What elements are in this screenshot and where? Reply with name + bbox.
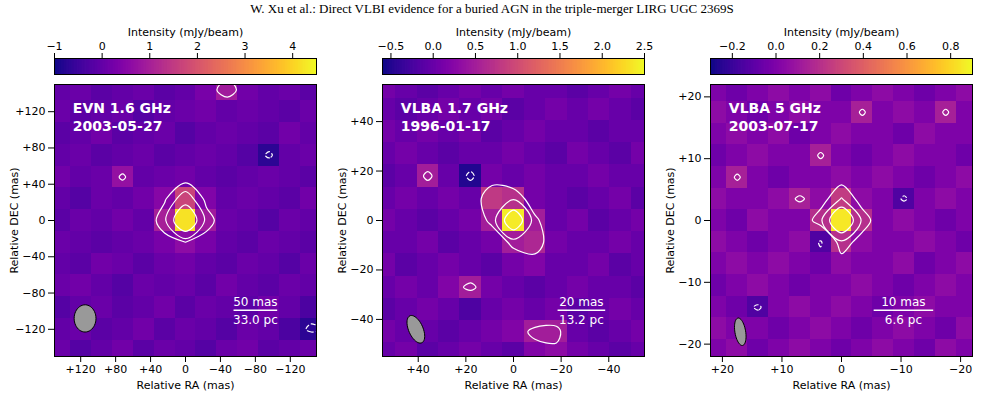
svg-text:0: 0 xyxy=(39,214,46,227)
svg-text:−20: −20 xyxy=(678,338,701,351)
svg-text:4: 4 xyxy=(289,40,296,53)
svg-text:0: 0 xyxy=(510,363,517,376)
svg-text:0.8: 0.8 xyxy=(942,40,960,53)
svg-text:2003-07-17: 2003-07-17 xyxy=(729,118,819,134)
svg-text:−40: −40 xyxy=(209,363,232,376)
svg-text:0.2: 0.2 xyxy=(811,40,829,53)
svg-text:+80: +80 xyxy=(22,141,45,154)
svg-text:2.0: 2.0 xyxy=(593,40,611,53)
svg-text:0: 0 xyxy=(838,363,845,376)
svg-text:−80: −80 xyxy=(22,287,45,300)
svg-text:−40: −40 xyxy=(597,363,620,376)
svg-text:Relative RA (mas): Relative RA (mas) xyxy=(137,379,235,392)
svg-text:50 mas: 50 mas xyxy=(233,295,277,309)
svg-text:+80: +80 xyxy=(104,363,127,376)
html-text:W. Xu et al.: Direct VLBI evid: W. Xu et al.: Direct VLBI evidence for a… xyxy=(250,1,734,16)
svg-text:−20: −20 xyxy=(949,363,972,376)
svg-text:2.5: 2.5 xyxy=(636,40,654,53)
svg-text:0.6: 0.6 xyxy=(898,40,916,53)
svg-text:0.5: 0.5 xyxy=(467,40,485,53)
svg-text:0: 0 xyxy=(182,363,189,376)
svg-text:Relative RA (mas): Relative RA (mas) xyxy=(793,379,891,392)
svg-text:−120: −120 xyxy=(275,363,305,376)
svg-text:+40: +40 xyxy=(407,363,430,376)
svg-text:0: 0 xyxy=(695,214,702,227)
svg-text:20 mas: 20 mas xyxy=(559,295,603,309)
svg-text:−40: −40 xyxy=(22,250,45,263)
svg-text:33.0 pc: 33.0 pc xyxy=(233,313,278,327)
svg-text:+10: +10 xyxy=(678,152,701,165)
svg-text:−40: −40 xyxy=(350,313,373,326)
svg-text:−1: −1 xyxy=(46,40,62,53)
svg-text:Intensity (mJy/beam): Intensity (mJy/beam) xyxy=(784,26,899,39)
svg-text:+10: +10 xyxy=(770,363,793,376)
svg-text:0.0: 0.0 xyxy=(424,40,442,53)
svg-text:Relative DEC (mas): Relative DEC (mas) xyxy=(8,167,21,273)
svg-text:13.2 pc: 13.2 pc xyxy=(559,313,604,327)
svg-text:Relative DEC (mas): Relative DEC (mas) xyxy=(664,167,677,273)
svg-text:+20: +20 xyxy=(350,165,373,178)
svg-text:1996-01-17: 1996-01-17 xyxy=(401,118,491,134)
svg-text:+20: +20 xyxy=(711,363,734,376)
svg-text:1.5: 1.5 xyxy=(551,40,569,53)
svg-text:Relative DEC (mas): Relative DEC (mas) xyxy=(336,167,349,273)
svg-text:6.6 pc: 6.6 pc xyxy=(885,313,922,327)
svg-text:1: 1 xyxy=(146,40,153,53)
svg-text:−10: −10 xyxy=(889,363,912,376)
svg-text:+40: +40 xyxy=(350,115,373,128)
svg-text:Relative RA (mas): Relative RA (mas) xyxy=(465,379,563,392)
svg-text:VLBA 5 GHz: VLBA 5 GHz xyxy=(729,100,821,116)
svg-text:+20: +20 xyxy=(678,90,701,103)
svg-text:0: 0 xyxy=(367,214,374,227)
svg-text:2003-05-27: 2003-05-27 xyxy=(73,118,163,134)
svg-text:−80: −80 xyxy=(244,363,267,376)
svg-text:+20: +20 xyxy=(454,363,477,376)
svg-text:−20: −20 xyxy=(550,363,573,376)
svg-text:EVN 1.6 GHz: EVN 1.6 GHz xyxy=(73,100,171,116)
svg-text:−120: −120 xyxy=(15,323,45,336)
svg-text:+120: +120 xyxy=(15,105,45,118)
svg-text:Intensity (mJy/beam): Intensity (mJy/beam) xyxy=(456,26,571,39)
svg-text:+40: +40 xyxy=(22,178,45,191)
svg-text:0.0: 0.0 xyxy=(767,40,785,53)
svg-text:2: 2 xyxy=(194,40,201,53)
svg-text:−20: −20 xyxy=(350,263,373,276)
svg-text:3: 3 xyxy=(242,40,249,53)
svg-text:1.0: 1.0 xyxy=(509,40,527,53)
svg-text:−0.2: −0.2 xyxy=(719,40,746,53)
svg-text:+40: +40 xyxy=(139,363,162,376)
svg-text:−10: −10 xyxy=(678,276,701,289)
svg-text:−0.5: −0.5 xyxy=(378,40,405,53)
svg-text:0.4: 0.4 xyxy=(855,40,873,53)
svg-text:Intensity (mJy/beam): Intensity (mJy/beam) xyxy=(128,26,243,39)
svg-text:VLBA 1.7 GHz: VLBA 1.7 GHz xyxy=(401,100,508,116)
svg-text:+120: +120 xyxy=(66,363,96,376)
svg-text:0: 0 xyxy=(99,40,106,53)
svg-text:10 mas: 10 mas xyxy=(881,295,925,309)
